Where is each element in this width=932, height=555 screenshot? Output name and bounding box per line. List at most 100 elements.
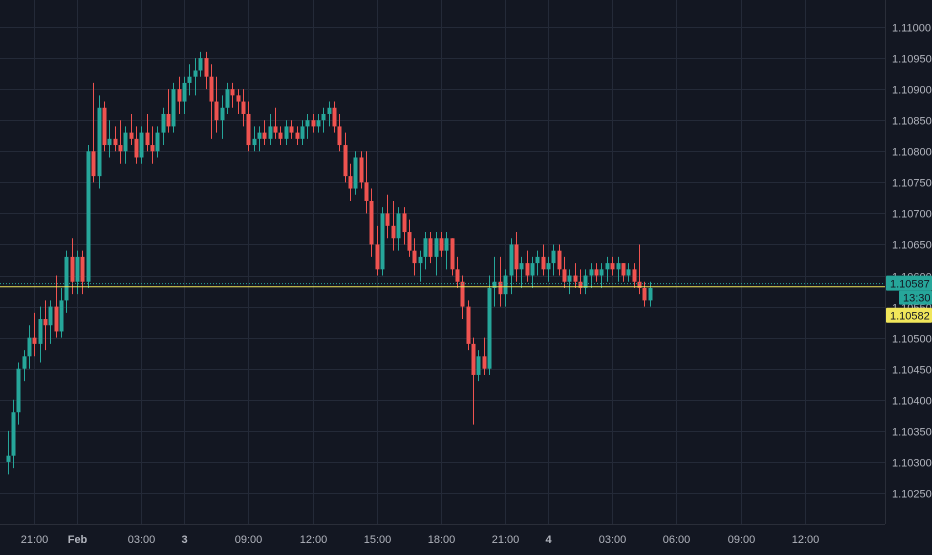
candle-body — [134, 138, 139, 158]
candle — [583, 269, 588, 295]
candle — [530, 256, 535, 288]
candle-body — [321, 113, 326, 121]
candle — [268, 113, 273, 146]
candle-body — [455, 269, 460, 282]
candle — [567, 269, 572, 295]
candle-body — [177, 89, 182, 102]
time-axis[interactable]: 21:00 Feb 03:00 3 09:00 12:00 15:00 18:00 21:00 4… — [21, 534, 820, 546]
candle-body — [439, 238, 444, 251]
price-tick-label: 1.11000 — [892, 23, 931, 35]
candle-body — [573, 275, 578, 282]
candle-body — [6, 455, 11, 462]
candle — [236, 89, 241, 114]
candle-body — [402, 213, 407, 233]
candle-body — [621, 263, 626, 276]
candle-body — [369, 200, 374, 245]
candle — [289, 120, 294, 139]
candle-body — [246, 113, 251, 146]
candle — [525, 250, 530, 282]
candle-body — [343, 145, 348, 177]
candle — [262, 120, 267, 146]
candle-body — [562, 269, 567, 282]
countdown-value: 13:30 — [903, 293, 931, 305]
candle — [177, 76, 182, 114]
candle — [391, 200, 396, 251]
candle — [637, 244, 642, 295]
candle — [648, 281, 653, 307]
candle-body — [626, 269, 631, 276]
candle — [59, 287, 64, 338]
price-axis[interactable]: 1.11000 1.10950 1.10900 1.10850 1.10800 1.107… — [892, 23, 932, 501]
candle-body — [204, 58, 209, 77]
candle-body — [86, 151, 91, 282]
time-tick-label: 21:00 — [21, 534, 49, 546]
candle — [273, 107, 278, 139]
candle — [412, 238, 417, 276]
candle-body — [599, 269, 604, 276]
candle-body — [129, 132, 134, 139]
candle-body — [107, 138, 112, 146]
candle-body — [332, 107, 337, 127]
price-tick-label: 1.10450 — [892, 365, 932, 377]
candle-body — [11, 412, 16, 456]
candle — [161, 107, 166, 146]
candle-body — [396, 213, 401, 239]
candle — [487, 275, 492, 375]
candle-body — [182, 82, 187, 102]
candle — [11, 399, 16, 469]
candle — [385, 194, 390, 239]
candle — [209, 64, 214, 139]
candle-body — [295, 132, 300, 139]
candle — [557, 244, 562, 276]
candle-body — [385, 213, 390, 226]
candle-body — [460, 281, 465, 307]
candle — [503, 269, 508, 307]
candle-body — [530, 263, 535, 276]
candle — [562, 256, 567, 288]
candle-body — [155, 132, 160, 152]
candle — [396, 207, 401, 251]
candle-body — [482, 356, 487, 369]
price-tick-label: 1.10650 — [892, 240, 932, 252]
candle — [541, 244, 546, 276]
candle-body — [32, 337, 37, 344]
candle — [187, 64, 192, 96]
last-price-label-bg — [886, 275, 932, 291]
candle — [343, 132, 348, 183]
candle-body — [268, 126, 273, 139]
price-tick-label: 1.10700 — [892, 209, 932, 221]
price-lines — [0, 283, 885, 288]
candle-body — [557, 250, 562, 270]
candle — [48, 300, 53, 344]
candle — [642, 281, 647, 307]
candle — [129, 113, 134, 146]
candle-body — [214, 101, 219, 121]
candle-body — [278, 132, 283, 139]
candle-body — [541, 256, 546, 270]
candle-body — [97, 107, 102, 177]
candles — [6, 51, 653, 475]
time-tick-label: 12:00 — [300, 534, 328, 546]
last-price-label: 1.10587 — [886, 275, 932, 291]
candle — [91, 82, 96, 183]
candle — [278, 126, 283, 146]
reference-price-label: 1.10582 — [886, 307, 932, 323]
time-tick-label: 3 — [181, 534, 187, 546]
candle-body — [198, 58, 203, 71]
candle-body — [43, 319, 48, 326]
candle — [519, 256, 524, 288]
candle — [150, 126, 155, 164]
candle-body — [230, 89, 235, 96]
candle — [241, 89, 246, 127]
price-tick-label: 1.10400 — [892, 396, 932, 408]
candle — [70, 238, 75, 295]
candle-body — [359, 157, 364, 183]
candle — [450, 238, 455, 276]
time-tick-label: 4 — [545, 534, 552, 546]
candle-body — [594, 269, 599, 276]
candle — [123, 126, 128, 164]
candle — [626, 263, 631, 282]
